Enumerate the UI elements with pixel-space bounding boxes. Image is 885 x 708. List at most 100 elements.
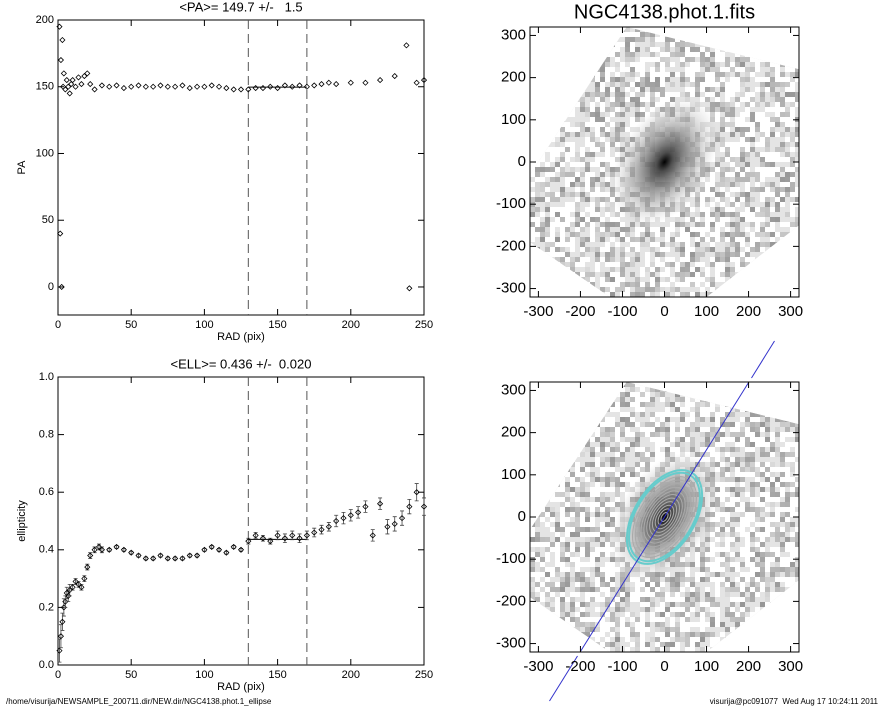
y-tick-label: 100 xyxy=(501,466,526,483)
noise-pixel xyxy=(565,512,570,517)
noise-pixel xyxy=(725,32,730,37)
noise-pixel xyxy=(740,382,745,387)
noise-pixel xyxy=(570,207,575,212)
noise-pixel xyxy=(695,612,700,617)
noise-pixel xyxy=(600,527,605,532)
noise-pixel xyxy=(585,582,590,587)
noise-pixel xyxy=(710,227,715,232)
noise-pixel xyxy=(640,402,645,407)
noise-pixel xyxy=(530,412,535,417)
noise-pixel xyxy=(730,617,735,622)
noise-pixel xyxy=(760,87,765,92)
noise-pixel xyxy=(640,62,645,67)
noise-pixel xyxy=(595,557,600,562)
noise-pixel xyxy=(775,397,780,402)
noise-pixel xyxy=(680,442,685,447)
noise-pixel xyxy=(740,612,745,617)
noise-pixel xyxy=(740,132,745,137)
noise-pixel xyxy=(565,387,570,392)
noise-pixel xyxy=(700,212,705,217)
noise-pixel xyxy=(690,42,695,47)
noise-pixel xyxy=(725,527,730,532)
noise-pixel xyxy=(745,282,750,287)
noise-pixel xyxy=(705,217,710,222)
noise-pixel xyxy=(760,417,765,422)
noise-pixel xyxy=(625,612,630,617)
x-tick-label: 0 xyxy=(660,658,668,675)
noise-pixel xyxy=(755,247,760,252)
data-point xyxy=(142,83,149,90)
noise-pixel xyxy=(720,462,725,467)
noise-pixel xyxy=(545,537,550,542)
noise-pixel xyxy=(625,472,630,477)
noise-pixel xyxy=(690,47,695,52)
noise-pixel xyxy=(790,487,795,492)
noise-pixel xyxy=(770,387,775,392)
noise-pixel xyxy=(630,627,635,632)
noise-pixel xyxy=(590,37,595,42)
noise-pixel xyxy=(535,457,540,462)
noise-pixel xyxy=(630,237,635,242)
noise-pixel xyxy=(665,612,670,617)
noise-pixel xyxy=(755,617,760,622)
noise-pixel xyxy=(765,277,770,282)
noise-pixel xyxy=(530,392,535,397)
noise-pixel xyxy=(555,282,560,287)
noise-pixel xyxy=(620,32,625,37)
noise-pixel xyxy=(710,52,715,57)
noise-pixel xyxy=(555,247,560,252)
noise-pixel xyxy=(660,77,665,82)
noise-pixel xyxy=(790,247,795,252)
noise-pixel xyxy=(600,142,605,147)
noise-pixel xyxy=(690,632,695,637)
noise-pixel xyxy=(655,387,660,392)
noise-pixel xyxy=(750,122,755,127)
noise-pixel xyxy=(630,227,635,232)
noise-pixel xyxy=(580,632,585,637)
noise-pixel xyxy=(540,647,545,652)
noise-pixel xyxy=(755,477,760,482)
noise-pixel xyxy=(680,77,685,82)
noise-pixel xyxy=(575,612,580,617)
noise-pixel xyxy=(695,52,700,57)
noise-pixel xyxy=(725,397,730,402)
noise-pixel xyxy=(710,602,715,607)
noise-pixel xyxy=(760,227,765,232)
noise-pixel xyxy=(790,157,795,162)
noise-pixel xyxy=(760,32,765,37)
noise-pixel xyxy=(725,517,730,522)
noise-pixel xyxy=(655,637,660,642)
noise-pixel xyxy=(690,622,695,627)
noise-pixel xyxy=(600,247,605,252)
noise-pixel xyxy=(705,532,710,537)
noise-pixel xyxy=(720,237,725,242)
noise-pixel xyxy=(620,452,625,457)
noise-pixel xyxy=(570,97,575,102)
noise-pixel xyxy=(600,102,605,107)
noise-pixel xyxy=(530,642,535,647)
noise-pixel xyxy=(745,452,750,457)
noise-pixel xyxy=(535,207,540,212)
noise-pixel xyxy=(575,572,580,577)
noise-pixel xyxy=(765,452,770,457)
noise-pixel xyxy=(760,542,765,547)
noise-pixel xyxy=(550,392,555,397)
noise-pixel xyxy=(670,262,675,267)
y-tick-label: -300 xyxy=(496,280,526,297)
noise-pixel xyxy=(680,227,685,232)
noise-pixel xyxy=(730,207,735,212)
noise-pixel xyxy=(790,412,795,417)
noise-pixel xyxy=(775,257,780,262)
noise-pixel xyxy=(625,87,630,92)
noise-pixel xyxy=(735,77,740,82)
noise-pixel xyxy=(790,457,795,462)
noise-pixel xyxy=(790,222,795,227)
noise-pixel xyxy=(650,462,655,467)
noise-pixel xyxy=(685,32,690,37)
noise-pixel xyxy=(595,147,600,152)
noise-pixel xyxy=(700,207,705,212)
noise-pixel xyxy=(660,252,665,257)
noise-pixel xyxy=(730,257,735,262)
noise-pixel xyxy=(590,547,595,552)
noise-pixel xyxy=(735,222,740,227)
